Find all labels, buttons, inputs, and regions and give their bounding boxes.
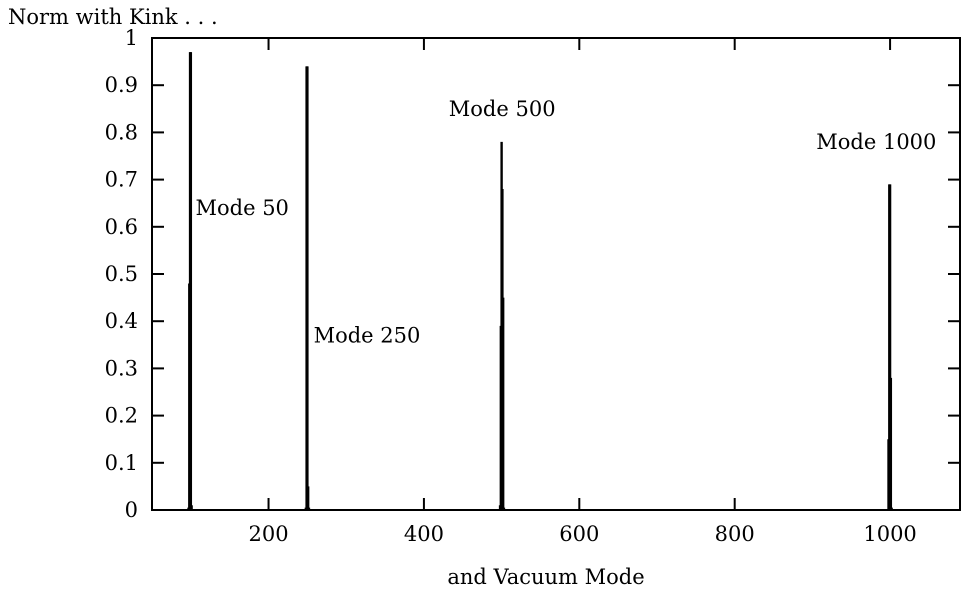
x-tick-label: 800 [715,522,755,546]
peak-annotation: Mode 500 [449,97,556,121]
peak-annotation: Mode 1000 [816,130,936,154]
y-tick-label: 0.6 [105,215,138,239]
x-tick-label: 200 [248,522,288,546]
plot-frame [151,37,961,511]
peak-annotation: Mode 250 [314,323,421,347]
x-tick-label: 400 [404,522,444,546]
peak-annotation: Mode 50 [196,196,289,220]
y-tick-label: 0.3 [105,356,138,380]
y-tick-label: 0.5 [105,262,138,286]
y-tick-label: 0.8 [105,120,138,144]
y-tick-label: 0 [125,498,138,522]
y-tick-label: 1 [125,26,138,50]
y-tick-label: 0.4 [105,309,138,333]
y-tick-label: 0.7 [105,168,138,192]
y-axis-label: Norm with Kink . . . [8,5,218,29]
axis-ticks: 200 400 600 800 1000 0 0.1 0.2 0.3 0.4 0.5 0.6 0.7 0.… [105,26,960,546]
y-tick-label: 0.2 [105,404,138,428]
peaks-group [187,52,893,510]
annotations-group: Mode 50 Mode 250 Mode 500 Mode 1000 [196,97,937,348]
y-tick-label: 0.9 [105,73,138,97]
x-tick-label: 600 [559,522,599,546]
y-tick-label: 0.1 [105,451,138,475]
x-tick-label: 1000 [863,522,916,546]
x-axis-label: and Vacuum Mode [447,565,644,589]
